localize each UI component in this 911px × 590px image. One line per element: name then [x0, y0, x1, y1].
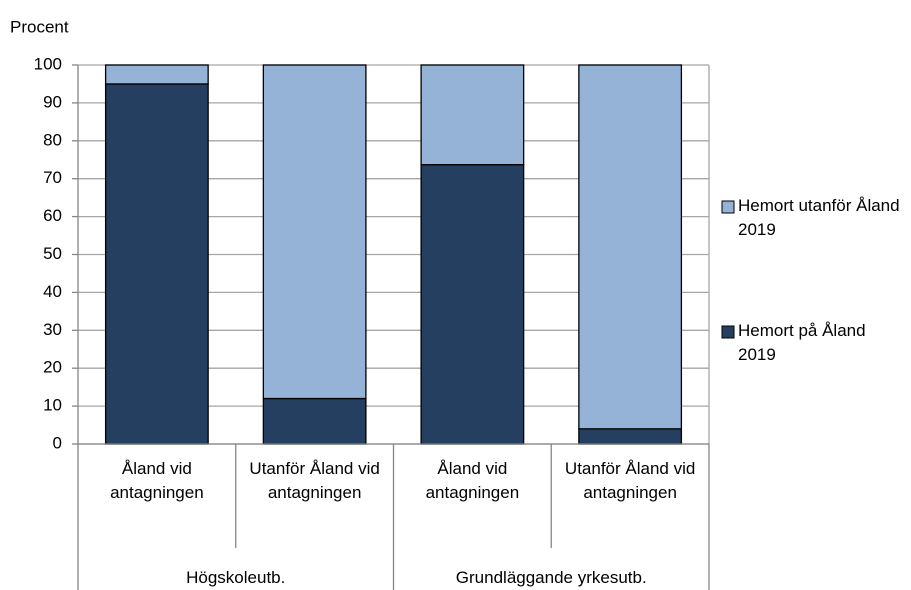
bar-segment: [262, 397, 367, 445]
x-tick-label: Åland vid antagningen: [110, 459, 204, 502]
x-tick-label: Åland vid antagningen: [425, 459, 520, 502]
legend-label: Hemort utanför Åland 2019: [738, 196, 900, 239]
bar-segment: [420, 64, 525, 166]
y-tick-label: 40: [43, 282, 62, 301]
bar-segment: [578, 428, 683, 445]
x-tick-label: Utanför Åland vid antagningen: [249, 459, 380, 502]
y-tick-label: 70: [43, 168, 62, 187]
y-tick-label: 60: [43, 206, 62, 225]
y-tick-label: 20: [43, 358, 62, 377]
bar-segment: [578, 64, 683, 430]
bar-segment: [420, 164, 525, 445]
group-label: Grundläggande yrkesutb.: [455, 568, 647, 587]
y-tick-label: 10: [43, 396, 62, 415]
y-tick-label: 100: [34, 54, 62, 73]
legend-label: Hemort på Åland 2019: [738, 321, 866, 364]
y-tick-label: 30: [43, 320, 62, 339]
bar-segment: [262, 64, 367, 400]
y-tick-label: 90: [43, 92, 62, 111]
legend-swatch: [721, 200, 735, 214]
group-label: Högskoleutb.: [186, 568, 286, 587]
bar-segment: [104, 83, 209, 445]
x-tick-label: Utanför Åland vid antagningen: [564, 459, 696, 502]
y-tick-label: 80: [43, 130, 62, 149]
y-tick-label: 0: [53, 433, 62, 452]
y-axis-title: Procent: [10, 17, 69, 36]
bar-segment: [104, 64, 209, 85]
legend-swatch: [721, 325, 735, 339]
y-tick-label: 50: [43, 244, 62, 263]
